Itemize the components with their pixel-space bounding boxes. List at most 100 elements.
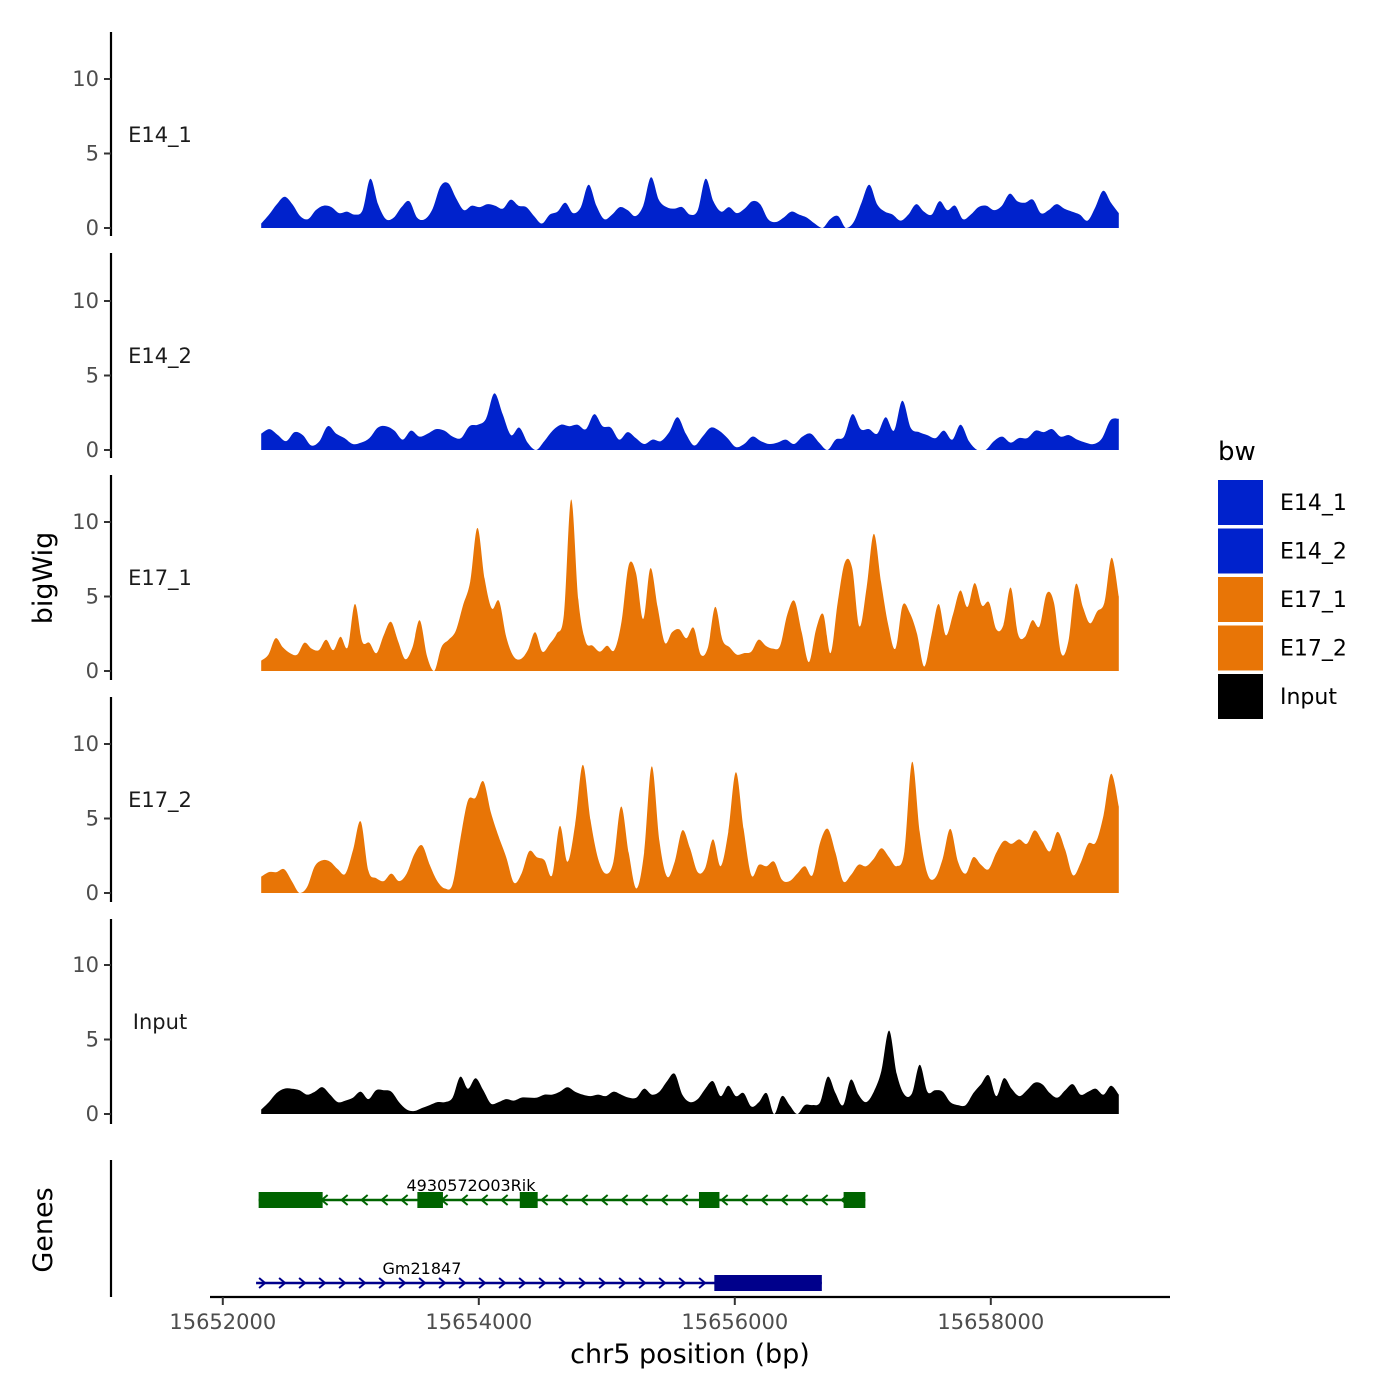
area-Input	[261, 1030, 1119, 1114]
area-E14_1	[261, 177, 1119, 228]
legend-label-E17_2: E17_2	[1280, 637, 1347, 662]
x-tick-label-15656000: 15656000	[681, 1310, 788, 1334]
x-tick-label-15654000: 15654000	[425, 1310, 532, 1334]
strand-arrow	[638, 1277, 647, 1289]
strand-arrow	[640, 1194, 649, 1206]
strand-arrow	[560, 1194, 569, 1206]
track-E17_2: 0 5 10 E17_2	[72, 697, 1119, 905]
strand-arrow	[458, 1277, 467, 1289]
y-tick-label-E14_2-0: 0	[86, 438, 99, 462]
strand-arrow	[358, 1277, 367, 1289]
strand-arrow	[800, 1194, 809, 1206]
track-label-Input: Input	[133, 1010, 187, 1034]
y-tick-label-E17_1-10: 10	[72, 510, 99, 534]
y-tick-label-E14_2-5: 5	[86, 364, 99, 388]
strand-arrow	[538, 1277, 547, 1289]
exon-4930572O03Rik-5	[843, 1192, 866, 1208]
strand-arrow	[698, 1277, 707, 1289]
gene-4930572O03Rik: 4930572O03Rik	[258, 1176, 866, 1208]
strand-arrow	[720, 1194, 729, 1206]
x-tick-label-15652000: 15652000	[169, 1310, 276, 1334]
strand-arrow	[558, 1277, 567, 1289]
strand-arrow	[580, 1194, 589, 1206]
track-E14_1: 0 5 10 E14_1	[72, 32, 1119, 240]
y-tick-label-E14_1-10: 10	[72, 67, 99, 91]
strand-arrow	[398, 1277, 407, 1289]
signal-tracks: 0 5 10 E14_1 0 5 10 E14_2 0 5 10 E17_1 0 5 10 E17_2 0 5 10…	[72, 32, 1119, 1126]
x-axis-title: chr5 position (bp)	[570, 1339, 810, 1370]
strand-arrow	[298, 1277, 307, 1289]
strand-arrow	[680, 1194, 689, 1206]
genes-axis-title: Genes	[28, 1187, 59, 1272]
legend-label-E17_1: E17_1	[1280, 588, 1347, 613]
strand-arrow	[540, 1194, 549, 1206]
legend: bw E14_1 E14_2 E17_1 E17_2 Input	[1218, 437, 1347, 719]
strand-arrow	[360, 1194, 369, 1206]
strand-arrow	[740, 1194, 749, 1206]
y-tick-label-E17_2-10: 10	[72, 732, 99, 756]
exon-Gm21847-1	[714, 1275, 822, 1291]
gene-Gm21847: Gm21847	[256, 1259, 822, 1291]
strand-arrow	[278, 1277, 287, 1289]
strand-arrow	[618, 1277, 627, 1289]
track-label-E17_2: E17_2	[128, 788, 192, 813]
strand-arrow	[418, 1277, 427, 1289]
y-axis-title: bigWig	[28, 532, 59, 625]
strand-arrow	[578, 1277, 587, 1289]
track-E17_1: 0 5 10 E17_1	[72, 475, 1119, 683]
track-Input: 0 5 10 Input	[72, 919, 1119, 1126]
y-tick-label-E14_1-0: 0	[86, 216, 99, 240]
area-E17_2	[261, 761, 1119, 893]
legend-label-E14_1: E14_1	[1280, 491, 1347, 516]
legend-key-E17_2	[1218, 625, 1263, 671]
legend-key-Input	[1218, 674, 1263, 719]
strand-arrow	[660, 1194, 669, 1206]
strand-arrow	[460, 1194, 469, 1206]
exon-4930572O03Rik-2	[417, 1192, 443, 1208]
strand-arrow	[378, 1277, 387, 1289]
strand-arrow	[620, 1194, 629, 1206]
track-label-E14_2: E14_2	[128, 344, 192, 369]
legend-title: bw	[1218, 437, 1256, 467]
legend-label-E14_2: E14_2	[1280, 540, 1347, 565]
strand-arrow	[498, 1277, 507, 1289]
x-tick-label-15658000: 15658000	[937, 1310, 1044, 1334]
y-tick-label-E17_1-0: 0	[86, 659, 99, 683]
legend-label-Input: Input	[1280, 685, 1337, 710]
gene-label-Gm21847: Gm21847	[383, 1259, 462, 1278]
strand-arrow	[478, 1277, 487, 1289]
strand-arrow	[338, 1277, 347, 1289]
y-tick-label-E17_1-5: 5	[86, 585, 99, 609]
x-axis: 15652000 15654000 15656000 15658000	[169, 1295, 1170, 1334]
exon-4930572O03Rik-3	[519, 1192, 538, 1208]
legend-key-E14_2	[1218, 528, 1263, 574]
strand-arrow	[318, 1277, 327, 1289]
y-tick-label-Input-0: 0	[86, 1102, 99, 1126]
area-E17_1	[261, 499, 1119, 671]
strand-arrow	[760, 1194, 769, 1206]
strand-arrow	[380, 1194, 389, 1206]
strand-arrow	[820, 1194, 829, 1206]
y-tick-label-Input-10: 10	[72, 953, 99, 977]
strand-arrow	[438, 1277, 447, 1289]
gene-label-4930572O03Rik: 4930572O03Rik	[406, 1176, 536, 1195]
y-tick-label-Input-5: 5	[86, 1028, 99, 1052]
strand-arrow	[780, 1194, 789, 1206]
legend-key-E14_1	[1218, 480, 1263, 525]
strand-arrow	[658, 1277, 667, 1289]
exon-4930572O03Rik-4	[698, 1192, 720, 1208]
strand-arrow	[500, 1194, 509, 1206]
strand-arrow	[600, 1194, 609, 1206]
exon-4930572O03Rik-1	[258, 1192, 323, 1208]
y-tick-label-E14_1-5: 5	[86, 142, 99, 166]
strand-arrow	[340, 1194, 349, 1206]
track-label-E17_1: E17_1	[128, 566, 192, 591]
y-tick-label-E14_2-10: 10	[72, 289, 99, 313]
strand-arrow	[678, 1277, 687, 1289]
strand-arrow	[598, 1277, 607, 1289]
genes-panel: 4930572O03Rik Gm21847	[109, 1160, 866, 1297]
strand-arrow	[518, 1277, 527, 1289]
area-E14_2	[261, 393, 1119, 450]
strand-arrow	[258, 1277, 267, 1289]
track-E14_2: 0 5 10 E14_2	[72, 253, 1119, 462]
